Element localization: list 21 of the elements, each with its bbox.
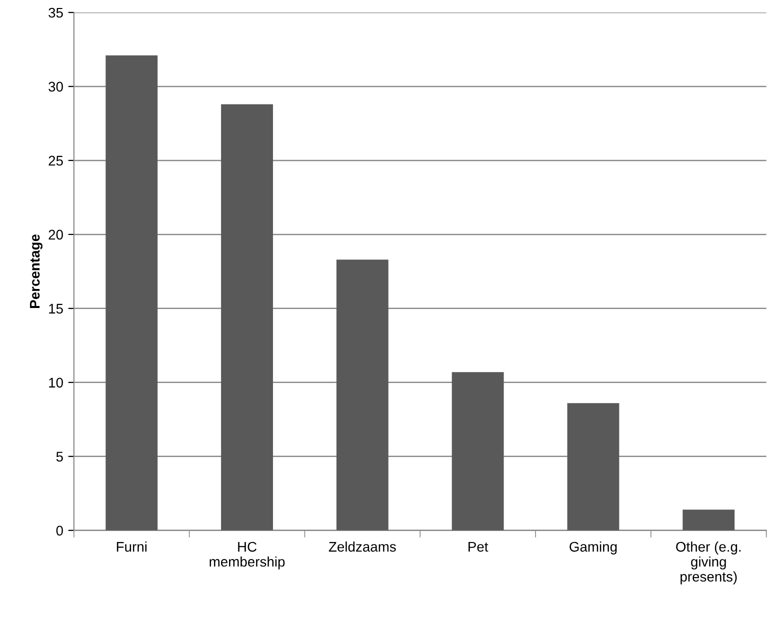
bar (567, 403, 620, 530)
y-tick-label: 20 (48, 230, 63, 240)
x-tick-label: Pet (468, 542, 488, 552)
y-axis-title: Percentage (30, 234, 42, 308)
y-tick-label: 25 (48, 156, 63, 166)
bar (452, 372, 504, 530)
bar (682, 510, 735, 530)
x-tick-label: Furni (116, 542, 146, 552)
bar (221, 104, 273, 530)
x-tick-label: Zeldzaams (328, 542, 396, 552)
y-tick-label: 10 (49, 378, 63, 388)
x-tick-label: HC membership (210, 542, 285, 570)
y-tick-label: 0 (56, 526, 63, 536)
y-tick-label: 15 (49, 304, 63, 314)
bar (106, 55, 158, 530)
bar (336, 260, 388, 530)
x-tick-label: Gaming (570, 542, 617, 554)
y-tick-label: 30 (48, 82, 63, 92)
x-tick-label: Other (e.g. giving presents) (676, 542, 741, 584)
y-tick-label: 5 (56, 452, 63, 462)
y-tick-label: 35 (48, 8, 63, 18)
